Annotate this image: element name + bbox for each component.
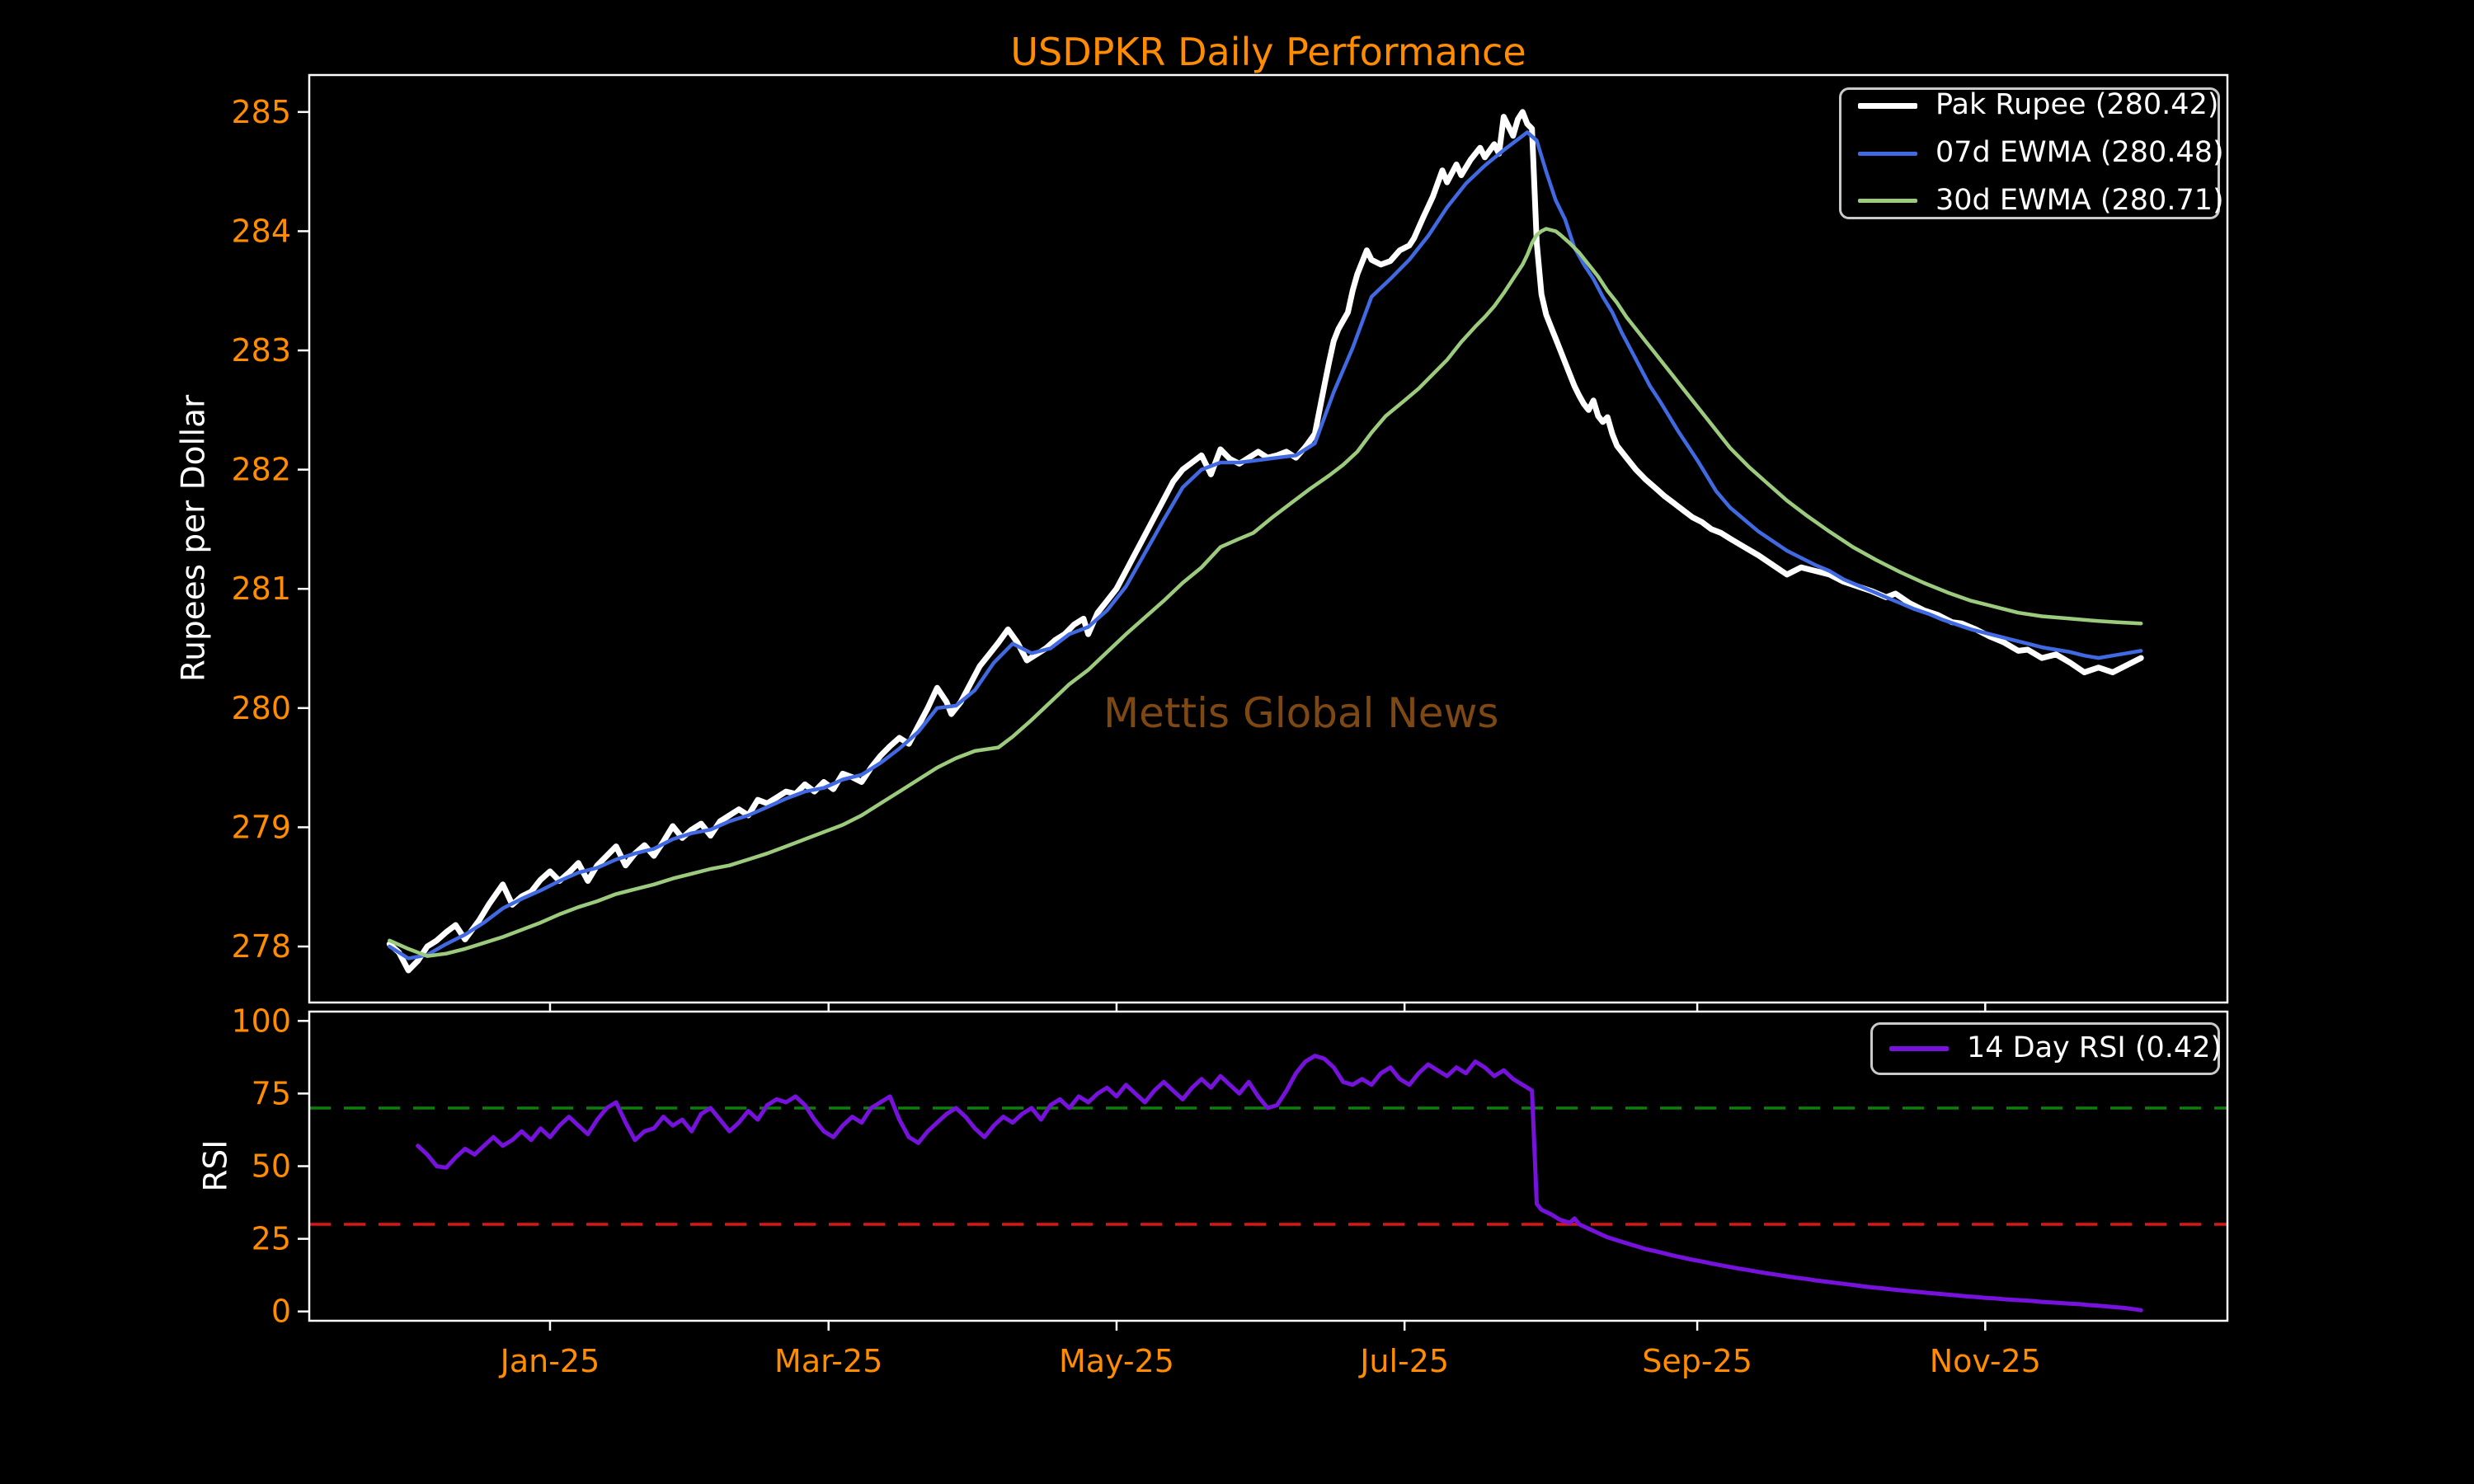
x-tick-label: Nov-25 [1930,1343,2041,1379]
legend-item-pak-rupee: Pak Rupee (280.42) [1858,87,2219,124]
rsi-legend: 14 Day RSI (0.42) [1870,1022,2222,1075]
price-series-1 [388,130,2143,960]
price-plot-area: 278 279 280 281 282 283 284 285 [231,73,2229,1012]
x-tick-label: Jul-25 [1358,1343,1449,1379]
ewma30-line-swatch [1858,199,1917,204]
x-tick-label: May-25 [1059,1343,1174,1379]
rsi-y-tick-label: 50 [252,1148,291,1185]
legend-label: Pak Rupee (280.42) [1935,88,2219,122]
legend-label: 30d EWMA (280.71) [1935,183,2224,217]
x-tick-label: Sep-25 [1642,1343,1752,1379]
watermark: Mettis Global News [1103,689,1499,737]
price-y-axis-label: Rupees per Dollar [175,394,213,683]
price-y-tick-label: 284 [231,213,291,249]
price-y-tick-label: 281 [231,571,291,607]
price-series-0 [386,109,2144,974]
chart-title: USDPKR Daily Performance [1010,30,1526,74]
rsi-y-tick-label: 25 [252,1221,291,1257]
legend-item-ewma07: 07d EWMA (280.48) [1858,135,2224,171]
price-y-tick-label: 282 [231,452,291,488]
rsi-spines [308,1010,2229,1322]
legend-item-ewma30: 30d EWMA (280.71) [1858,183,2224,219]
price-series-2 [388,227,2143,958]
ewma07-line-swatch [1858,151,1917,156]
price-y-tick-label: 285 [231,94,291,130]
price-y-tick-label: 279 [231,809,291,845]
price-y-tick-label: 278 [231,928,291,965]
price-spines [308,73,2229,1004]
rsi-y-tick-label: 100 [231,1003,291,1039]
rsi-y-axis-label: RSI [197,1139,235,1192]
rsi-plot-area: 0 25 50 75 100 Jan-25 Mar-25 May-25 Jul-25 Sep-25… [231,1003,2229,1379]
legend-label: 07d EWMA (280.48) [1935,136,2224,170]
legend-label: 14 Day RSI (0.42) [1967,1031,2222,1065]
price-y-tick-label: 280 [231,690,291,726]
rsi-y-tick-label: 75 [252,1075,291,1111]
x-tick-label: Jan-25 [499,1343,600,1379]
price-legend: Pak Rupee (280.42) 07d EWMA (280.48) 30d… [1839,87,2224,219]
rsi-line-swatch [1889,1046,1949,1051]
pak-rupee-line-swatch [1858,102,1917,109]
legend-item-rsi: 14 Day RSI (0.42) [1889,1031,2222,1067]
rsi-series-0 [416,1054,2143,1313]
rsi-y-tick-label: 0 [271,1294,291,1330]
x-tick-label: Mar-25 [774,1343,882,1379]
price-y-tick-label: 283 [231,332,291,369]
